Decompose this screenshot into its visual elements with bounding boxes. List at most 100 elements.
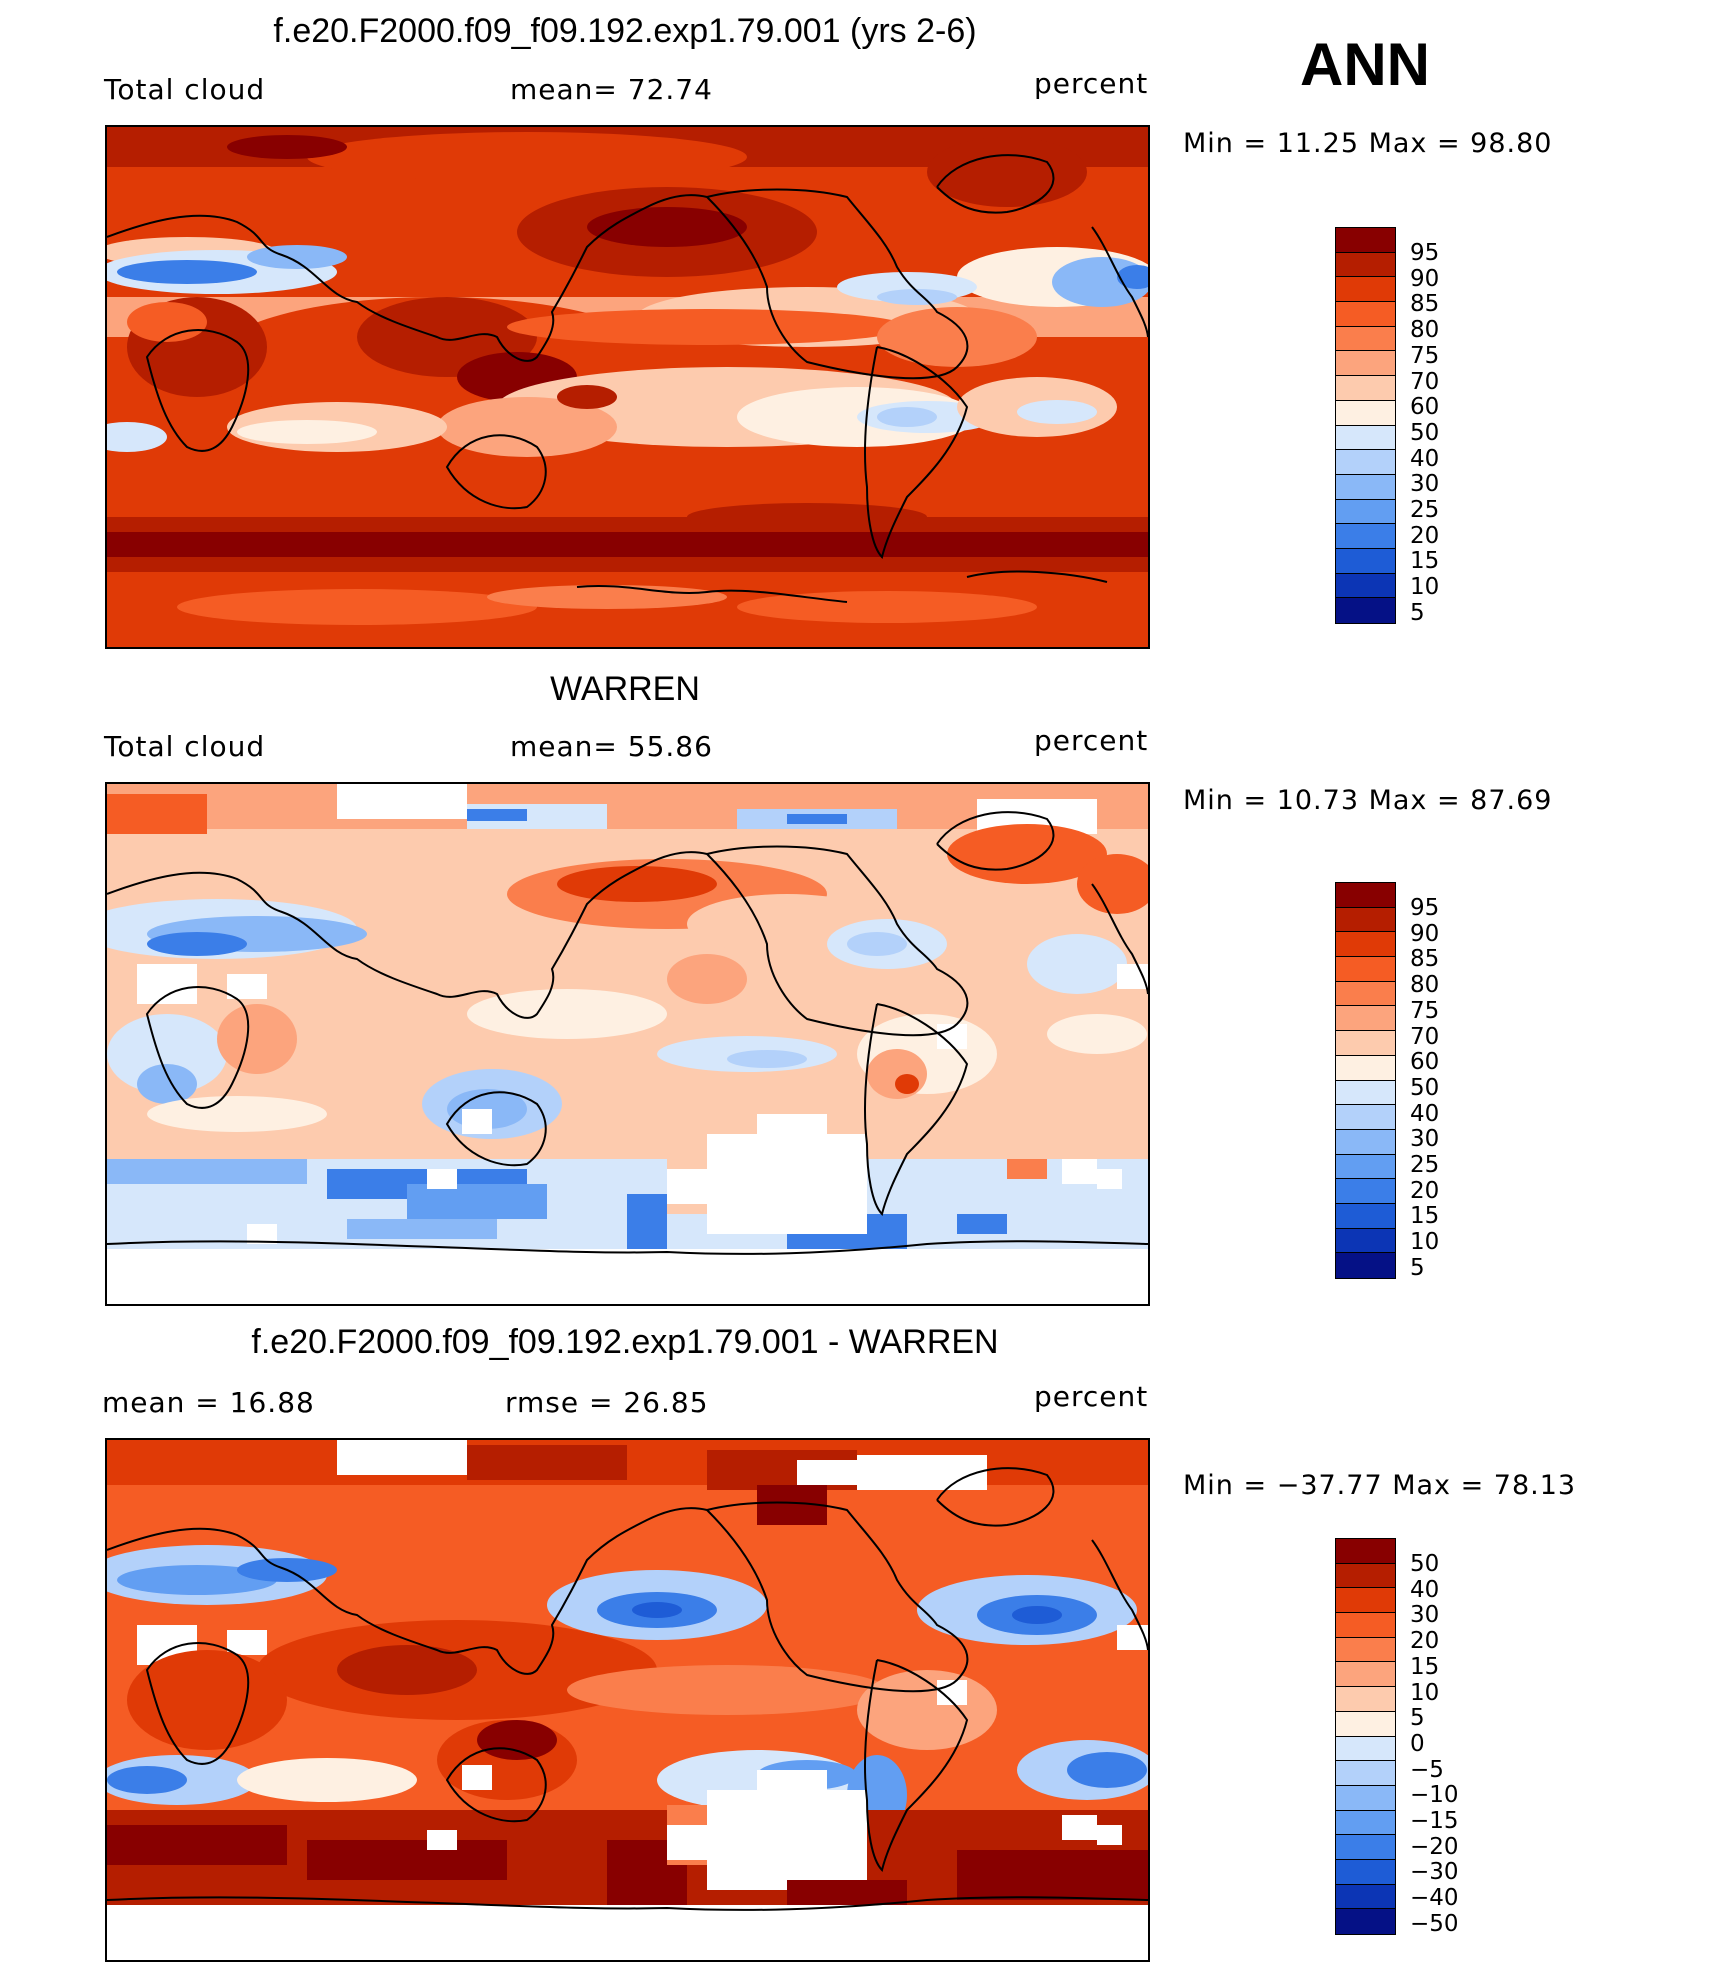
colorbar-tick-label: 20 (1410, 1177, 1440, 1204)
colorbar-swatch (1336, 351, 1395, 377)
colorbar-swatch (1336, 957, 1395, 982)
colorbar-swatch (1336, 524, 1395, 549)
colorbar-swatch (1336, 228, 1395, 253)
colorbar-swatch (1336, 1662, 1395, 1688)
colorbar-tick-label: −20 (1410, 1833, 1459, 1860)
colorbar-tick-label: 30 (1410, 471, 1440, 498)
colorbar-swatch (1336, 1810, 1395, 1836)
colorbar-tick-label: 40 (1410, 1100, 1440, 1127)
colorbar-tick-label: 5 (1410, 1254, 1425, 1281)
colorbar-swatch (1336, 907, 1395, 933)
colorbar-tick-label: 5 (1410, 1705, 1425, 1732)
colorbar-swatch (1336, 499, 1395, 525)
colorbar-swatch (1336, 1179, 1395, 1204)
colorbar-swatch (1336, 376, 1395, 401)
colorbar-tick-label: 60 (1410, 394, 1440, 421)
colorbar-tick-label: 95 (1410, 895, 1440, 921)
panel-3-rmse: rmse = 26.85 (505, 1386, 709, 1419)
colorbar-swatch (1336, 932, 1395, 958)
colorbar-swatch (1336, 1006, 1395, 1032)
panel-2-title: WARREN (550, 670, 700, 708)
colorbar-tick-label: −30 (1410, 1859, 1459, 1886)
colorbar-swatch (1336, 474, 1395, 500)
colorbar-swatch (1336, 1080, 1395, 1106)
panel-2-colorbar (1335, 882, 1396, 1279)
colorbar-tick-label: 30 (1410, 1602, 1440, 1629)
colorbar-swatch (1336, 1105, 1395, 1130)
colorbar-swatch (1336, 1588, 1395, 1614)
panel-1-colorbar (1335, 227, 1396, 624)
colorbar-swatch (1336, 450, 1395, 475)
panel-3-map (105, 1438, 1150, 1962)
colorbar-tick-label: −5 (1410, 1756, 1444, 1783)
panel-3-colorbar (1335, 1538, 1396, 1935)
colorbar-tick-label: 50 (1410, 1074, 1440, 1101)
panel-1-map (105, 125, 1150, 649)
panel-2-mean: mean= 55.86 (510, 730, 713, 763)
panel-1-mean: mean= 72.74 (510, 73, 713, 106)
colorbar-swatch (1336, 1154, 1395, 1180)
colorbar-tick-label: −10 (1410, 1782, 1459, 1809)
colorbar-swatch (1336, 1031, 1395, 1056)
colorbar-tick-label: −40 (1410, 1885, 1459, 1912)
colorbar-tick-label: 15 (1410, 1653, 1440, 1680)
colorbar-tick-label: 20 (1410, 522, 1440, 549)
panel-1-units: percent (1034, 67, 1149, 100)
colorbar-tick-label: 90 (1410, 920, 1440, 947)
colorbar-swatch (1336, 326, 1395, 352)
colorbar-tick-label: 85 (1410, 291, 1440, 318)
panel-3-units: percent (1034, 1380, 1149, 1413)
colorbar-swatch (1336, 1253, 1395, 1278)
colorbar-swatch (1336, 277, 1395, 303)
colorbar-swatch (1336, 400, 1395, 426)
panel-3-title: f.e20.F2000.f09_f09.192.exp1.79.001 - WA… (251, 1323, 999, 1361)
colorbar-tick-label: 80 (1410, 317, 1440, 344)
colorbar-tick-label: 80 (1410, 972, 1440, 999)
colorbar-tick-label: 70 (1410, 368, 1440, 395)
panel-2-minmax: Min = 10.73 Max = 87.69 (1183, 785, 1553, 816)
colorbar-tick-label: 15 (1410, 1203, 1440, 1230)
colorbar-swatch (1336, 252, 1395, 278)
colorbar-tick-label: 10 (1410, 574, 1440, 601)
colorbar-tick-label: 5 (1410, 599, 1425, 626)
colorbar-tick-label: 75 (1410, 997, 1440, 1024)
colorbar-tick-label: 10 (1410, 1679, 1440, 1706)
colorbar-tick-label: 70 (1410, 1023, 1440, 1050)
colorbar-tick-label: 10 (1410, 1229, 1440, 1256)
panel-3-minmax: Min = −37.77 Max = 78.13 (1183, 1470, 1577, 1501)
panel-3-mean: mean = 16.88 (102, 1386, 315, 1419)
colorbar-swatch (1336, 1055, 1395, 1081)
colorbar-swatch (1336, 1761, 1395, 1786)
colorbar-swatch (1336, 1785, 1395, 1811)
colorbar-swatch (1336, 883, 1395, 908)
colorbar-tick-label: 50 (1410, 1551, 1440, 1577)
colorbar-swatch (1336, 1563, 1395, 1589)
colorbar-tick-label: 15 (1410, 548, 1440, 575)
colorbar-swatch (1336, 573, 1395, 599)
colorbar-tick-label: 0 (1410, 1730, 1425, 1757)
colorbar-swatch (1336, 1736, 1395, 1762)
panel-1-minmax: Min = 11.25 Max = 98.80 (1183, 128, 1553, 159)
colorbar-swatch (1336, 1129, 1395, 1155)
panel-2-variable: Total cloud (104, 730, 266, 763)
colorbar-tick-label: 25 (1410, 497, 1440, 523)
colorbar-tick-label: 25 (1410, 1152, 1440, 1178)
colorbar-tick-label: −15 (1410, 1808, 1459, 1834)
colorbar-tick-label: −50 (1410, 1910, 1459, 1937)
colorbar-tick-label: 40 (1410, 445, 1440, 472)
panel-2-map (105, 782, 1150, 1306)
colorbar-tick-label: 60 (1410, 1049, 1440, 1076)
colorbar-swatch (1336, 548, 1395, 574)
colorbar-swatch (1336, 1228, 1395, 1254)
colorbar-swatch (1336, 598, 1395, 623)
season-label: ANN (1300, 31, 1430, 98)
colorbar-swatch (1336, 1711, 1395, 1737)
colorbar-tick-label: 90 (1410, 265, 1440, 292)
colorbar-tick-label: 95 (1410, 240, 1440, 266)
colorbar-tick-label: 50 (1410, 419, 1440, 446)
colorbar-swatch (1336, 981, 1395, 1007)
colorbar-swatch (1336, 1884, 1395, 1910)
colorbar-tick-label: 40 (1410, 1576, 1440, 1603)
colorbar-swatch (1336, 1859, 1395, 1885)
colorbar-swatch (1336, 425, 1395, 451)
